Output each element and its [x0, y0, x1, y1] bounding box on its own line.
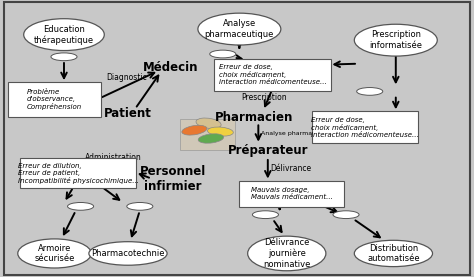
Text: Pharmacotechnie: Pharmacotechnie	[91, 249, 165, 258]
Text: Erreur de dose,
choix médicament,
interaction médicomenteuse...: Erreur de dose, choix médicament, intera…	[311, 117, 419, 138]
Ellipse shape	[24, 19, 104, 50]
FancyBboxPatch shape	[214, 59, 331, 91]
Ellipse shape	[127, 202, 153, 210]
Text: Diagnostic: Diagnostic	[107, 73, 147, 82]
Ellipse shape	[89, 242, 167, 265]
Ellipse shape	[354, 240, 432, 266]
Text: Distribution
automatisée: Distribution automatisée	[367, 244, 420, 263]
Text: Erreur de dilution,
Erreur de patient,
Incompatibilité physicochimique...: Erreur de dilution, Erreur de patient, I…	[18, 162, 139, 184]
Ellipse shape	[208, 127, 233, 136]
Ellipse shape	[356, 88, 383, 95]
FancyBboxPatch shape	[239, 181, 344, 207]
Text: Délivrance: Délivrance	[270, 164, 311, 173]
Ellipse shape	[51, 53, 77, 61]
Ellipse shape	[333, 211, 359, 219]
Ellipse shape	[198, 134, 224, 143]
FancyBboxPatch shape	[9, 83, 100, 117]
Text: Prescription: Prescription	[242, 93, 287, 102]
Text: Pharmacien: Pharmacien	[214, 111, 293, 124]
FancyBboxPatch shape	[311, 111, 418, 143]
Text: Administration: Administration	[85, 153, 142, 162]
FancyBboxPatch shape	[180, 119, 235, 150]
Text: Délivrance
journière
nominative: Délivrance journière nominative	[263, 238, 310, 269]
Text: Education
thérapeutique: Education thérapeutique	[34, 25, 94, 45]
Text: Prescription
informatisée: Prescription informatisée	[369, 30, 422, 50]
Text: Analyse pharmaceutique: Analyse pharmaceutique	[261, 131, 339, 136]
Ellipse shape	[198, 13, 281, 45]
Ellipse shape	[247, 236, 326, 271]
Text: Patient: Patient	[104, 107, 152, 120]
Text: Erreur de dose,
choix médicament,
interaction médicomenteuse...: Erreur de dose, choix médicament, intera…	[219, 64, 327, 85]
Ellipse shape	[210, 50, 236, 58]
Text: Mauvais dosage,
Mauvais médicament...: Mauvais dosage, Mauvais médicament...	[251, 188, 332, 200]
Ellipse shape	[252, 211, 279, 219]
Ellipse shape	[68, 202, 94, 210]
Ellipse shape	[196, 118, 221, 129]
FancyBboxPatch shape	[20, 158, 137, 188]
Text: Médecin: Médecin	[143, 61, 199, 74]
Ellipse shape	[182, 125, 207, 135]
Text: Préparateur: Préparateur	[228, 145, 308, 157]
Ellipse shape	[354, 24, 437, 56]
Text: Problème
d'observance,
Compréhension: Problème d'observance, Compréhension	[27, 89, 82, 110]
Text: Analyse
pharmaceutique: Analyse pharmaceutique	[205, 19, 274, 39]
Text: Armoire
sécurisée: Armoire sécurisée	[34, 244, 75, 263]
Ellipse shape	[18, 239, 91, 268]
Text: Personnel
infirmier: Personnel infirmier	[140, 165, 206, 193]
